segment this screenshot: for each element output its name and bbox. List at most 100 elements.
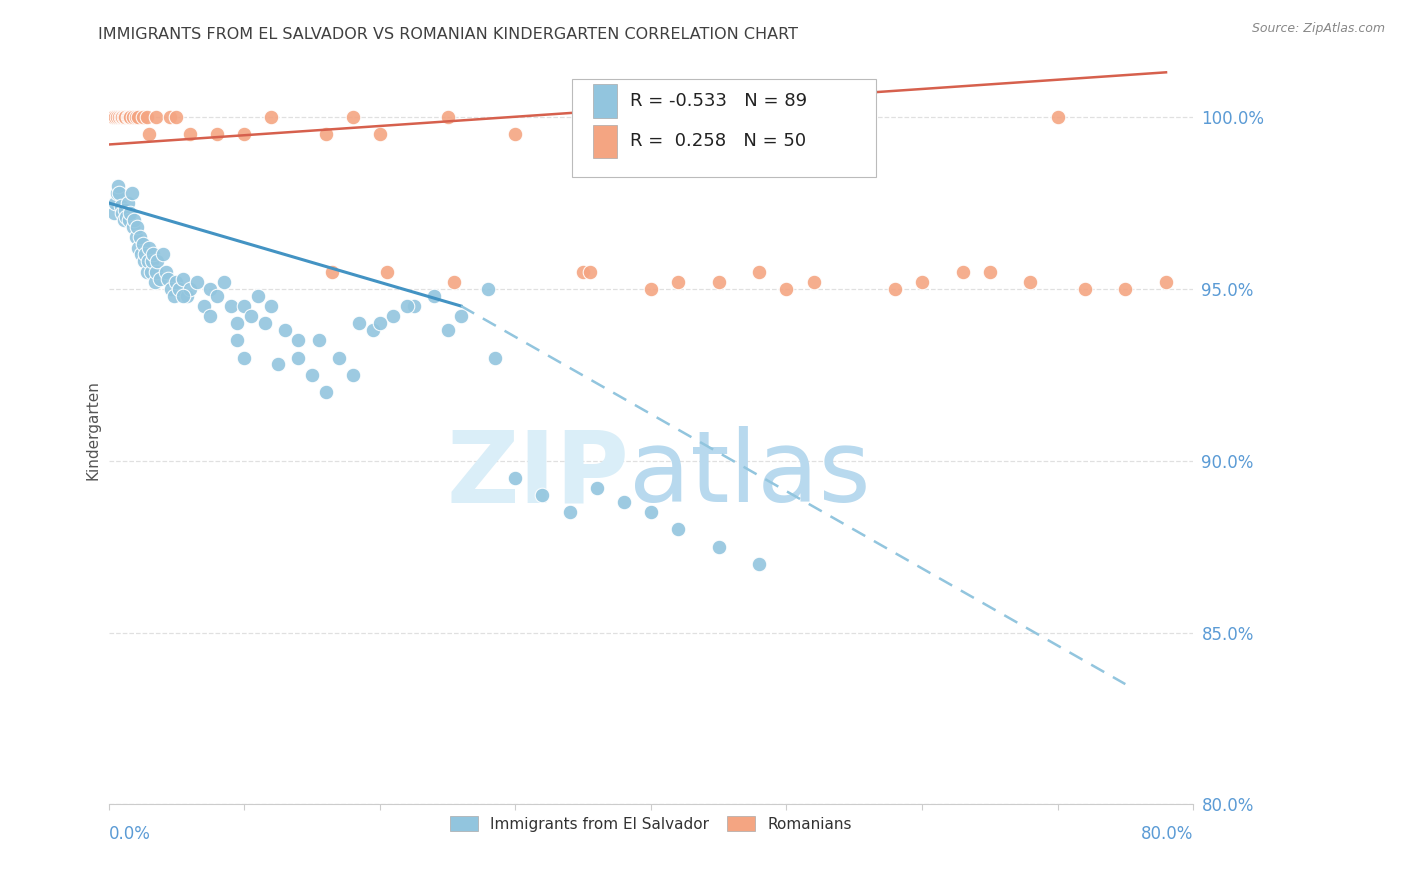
Point bbox=[436, 323, 458, 337]
Point bbox=[172, 289, 194, 303]
Point bbox=[484, 351, 506, 365]
Point bbox=[146, 254, 169, 268]
FancyBboxPatch shape bbox=[593, 125, 617, 159]
Text: R =  0.258   N = 50: R = 0.258 N = 50 bbox=[630, 133, 807, 151]
Text: atlas: atlas bbox=[630, 426, 870, 524]
Point bbox=[122, 110, 145, 124]
Point bbox=[117, 110, 139, 124]
Point bbox=[240, 310, 263, 324]
Point bbox=[402, 299, 425, 313]
Point bbox=[104, 110, 127, 124]
Point bbox=[585, 481, 607, 495]
Point bbox=[911, 275, 934, 289]
Text: 0.0%: 0.0% bbox=[108, 825, 150, 843]
Point bbox=[165, 110, 187, 124]
Point bbox=[117, 196, 139, 211]
Point bbox=[205, 127, 228, 141]
Point bbox=[952, 265, 974, 279]
Point bbox=[155, 265, 177, 279]
FancyBboxPatch shape bbox=[572, 79, 876, 178]
Point bbox=[233, 299, 256, 313]
Text: IMMIGRANTS FROM EL SALVADOR VS ROMANIAN KINDERGARTEN CORRELATION CHART: IMMIGRANTS FROM EL SALVADOR VS ROMANIAN … bbox=[98, 27, 799, 42]
Point bbox=[368, 316, 391, 330]
Point bbox=[152, 247, 174, 261]
Point bbox=[115, 210, 138, 224]
Point bbox=[382, 310, 405, 324]
Point bbox=[110, 110, 132, 124]
Point bbox=[157, 271, 180, 285]
Text: 80.0%: 80.0% bbox=[1140, 825, 1194, 843]
Point bbox=[186, 275, 208, 289]
Point bbox=[1154, 275, 1177, 289]
Point bbox=[124, 213, 146, 227]
Point bbox=[104, 196, 127, 211]
Point bbox=[172, 271, 194, 285]
Point bbox=[531, 488, 554, 502]
Point bbox=[361, 323, 384, 337]
Point bbox=[226, 334, 249, 348]
Point bbox=[368, 127, 391, 141]
Point bbox=[450, 310, 472, 324]
Y-axis label: Kindergarten: Kindergarten bbox=[86, 380, 100, 480]
Point bbox=[572, 265, 595, 279]
Point bbox=[163, 289, 186, 303]
Point bbox=[579, 265, 602, 279]
Point bbox=[121, 186, 143, 200]
Point bbox=[315, 384, 337, 399]
Point bbox=[135, 265, 157, 279]
Point bbox=[112, 213, 135, 227]
Text: Source: ZipAtlas.com: Source: ZipAtlas.com bbox=[1251, 22, 1385, 36]
Point bbox=[120, 206, 142, 220]
Point bbox=[132, 254, 155, 268]
Point bbox=[287, 351, 309, 365]
Point bbox=[349, 316, 371, 330]
Point bbox=[131, 110, 153, 124]
Point bbox=[200, 310, 222, 324]
Point bbox=[423, 289, 446, 303]
Point bbox=[131, 237, 153, 252]
Point bbox=[1046, 110, 1069, 124]
Point bbox=[128, 230, 150, 244]
Point bbox=[1073, 282, 1095, 296]
Point bbox=[226, 316, 249, 330]
Point bbox=[707, 540, 730, 554]
Point bbox=[141, 254, 163, 268]
Point bbox=[260, 110, 283, 124]
Point bbox=[110, 199, 132, 213]
Point bbox=[666, 523, 689, 537]
Point bbox=[167, 282, 190, 296]
Point bbox=[159, 110, 181, 124]
Point bbox=[125, 230, 148, 244]
Point bbox=[246, 289, 269, 303]
Point bbox=[111, 206, 134, 220]
Point bbox=[219, 299, 242, 313]
Point bbox=[179, 127, 201, 141]
Point bbox=[145, 265, 167, 279]
Point bbox=[105, 110, 128, 124]
Point bbox=[125, 110, 148, 124]
Point bbox=[120, 110, 142, 124]
Point bbox=[342, 110, 364, 124]
Point bbox=[127, 241, 149, 255]
Point bbox=[803, 275, 825, 289]
Point bbox=[1019, 275, 1042, 289]
Point bbox=[101, 110, 124, 124]
Text: R = -0.533   N = 89: R = -0.533 N = 89 bbox=[630, 92, 807, 110]
Point bbox=[477, 282, 499, 296]
Point bbox=[193, 299, 215, 313]
Point bbox=[260, 299, 283, 313]
Point bbox=[844, 110, 866, 124]
Point bbox=[176, 289, 198, 303]
Point bbox=[274, 323, 297, 337]
Point bbox=[114, 202, 136, 217]
Point bbox=[558, 505, 581, 519]
Point bbox=[136, 254, 159, 268]
Point bbox=[505, 127, 527, 141]
Point bbox=[640, 505, 662, 519]
Point bbox=[138, 127, 160, 141]
Point bbox=[748, 557, 770, 571]
Point bbox=[111, 110, 134, 124]
Point bbox=[205, 289, 228, 303]
Point bbox=[139, 265, 162, 279]
Point bbox=[979, 265, 1001, 279]
